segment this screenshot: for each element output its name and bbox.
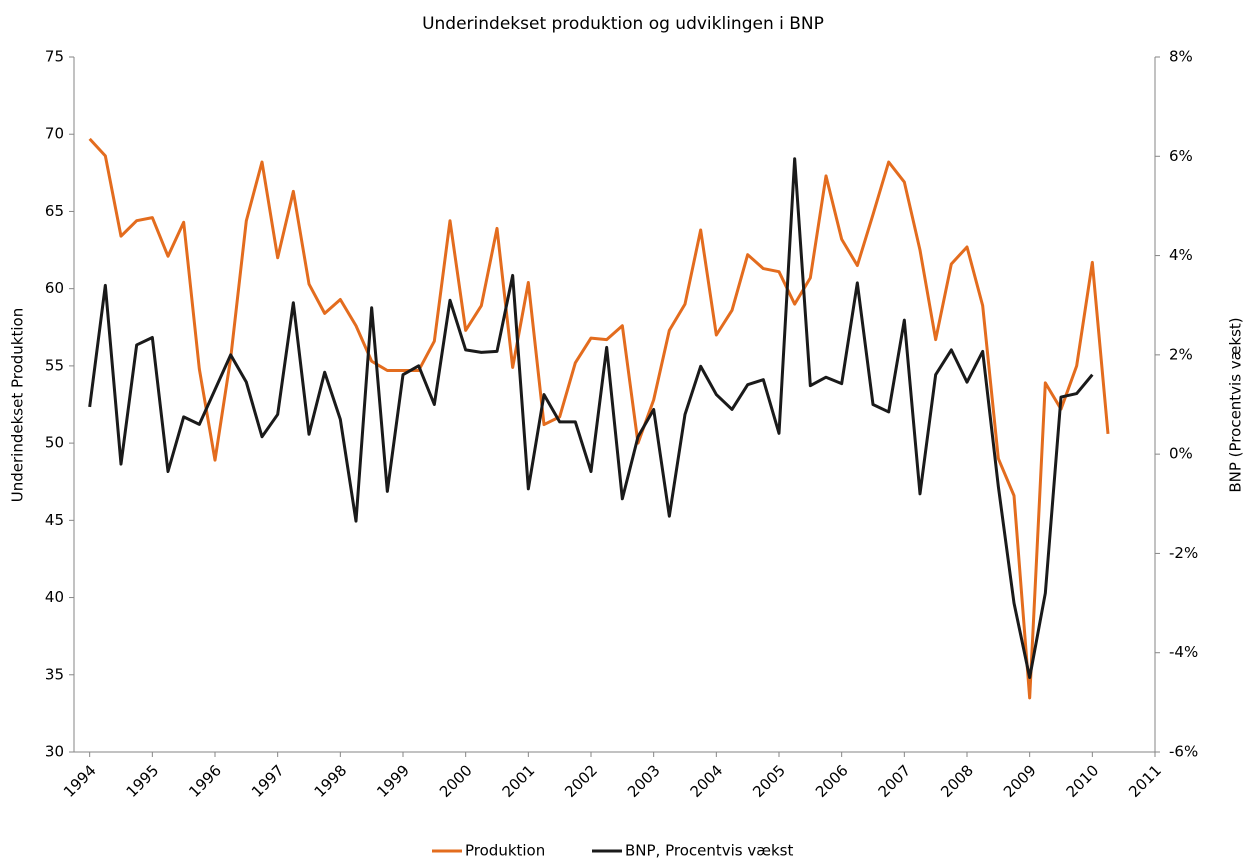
y2-tick-label: 0%: [1169, 445, 1193, 463]
x-tick-label: 2001: [499, 761, 539, 801]
y2-tick-label: 6%: [1169, 147, 1193, 165]
y2-tick-label: 4%: [1169, 246, 1193, 264]
y2-tick-label: -4%: [1169, 643, 1198, 661]
x-tick-label: 2006: [812, 761, 852, 801]
y-tick-label: 55: [45, 356, 64, 374]
x-tick-label: 1995: [123, 761, 163, 801]
x-tick-label: 2002: [561, 761, 601, 801]
y-axis-title: Underindekset Produktion: [9, 308, 27, 502]
x-tick-label: 1999: [373, 761, 413, 801]
y-tick-label: 60: [45, 279, 64, 297]
y2-tick-label: -6%: [1169, 743, 1198, 761]
chart-title: Underindekset produktion og udviklingen …: [422, 14, 824, 34]
y-tick-label: 35: [45, 665, 64, 683]
y-tick-label: 70: [45, 125, 64, 143]
x-tick-label: 2004: [687, 761, 727, 801]
x-tick-label: 2011: [1125, 761, 1165, 801]
y-tick-label: 45: [45, 511, 64, 529]
series-line: [88, 157, 1094, 680]
y-tick-label: 65: [45, 202, 64, 220]
x-tick-label: 2005: [749, 761, 789, 801]
y-tick-label: 40: [45, 588, 64, 606]
x-tick-label: 2010: [1063, 761, 1103, 801]
y2-tick-label: 8%: [1169, 48, 1193, 66]
x-tick-label: 2007: [875, 761, 915, 801]
legend-label: BNP, Procentvis vækst: [625, 842, 793, 860]
series-line: [88, 137, 1110, 700]
x-tick-label: 2003: [624, 761, 664, 801]
y-tick-label: 75: [45, 48, 64, 66]
x-tick-label: 2000: [436, 761, 476, 801]
x-tick-label: 1997: [248, 761, 288, 801]
x-tick-label: 1998: [311, 761, 351, 801]
y2-tick-label: 2%: [1169, 345, 1193, 363]
x-tick-label: 1994: [60, 761, 100, 801]
y2-axis-title: BNP (Procentvis vækst): [1227, 317, 1245, 492]
x-tick-label: 2009: [1000, 761, 1040, 801]
y2-tick-label: -2%: [1169, 544, 1198, 562]
x-tick-label: 2008: [937, 761, 977, 801]
y-tick-label: 50: [45, 434, 64, 452]
legend-label: Produktion: [465, 842, 545, 860]
y-tick-label: 30: [45, 743, 64, 761]
x-tick-label: 1996: [185, 761, 225, 801]
